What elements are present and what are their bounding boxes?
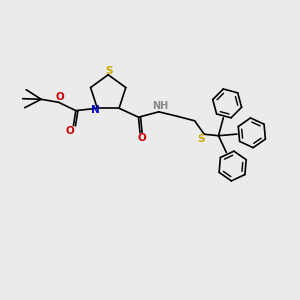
Text: O: O xyxy=(65,126,74,136)
Text: S: S xyxy=(197,134,205,144)
Text: O: O xyxy=(137,133,146,143)
Text: N: N xyxy=(92,105,100,115)
Text: NH: NH xyxy=(152,101,168,112)
Text: O: O xyxy=(56,92,64,102)
Text: S: S xyxy=(106,66,113,76)
